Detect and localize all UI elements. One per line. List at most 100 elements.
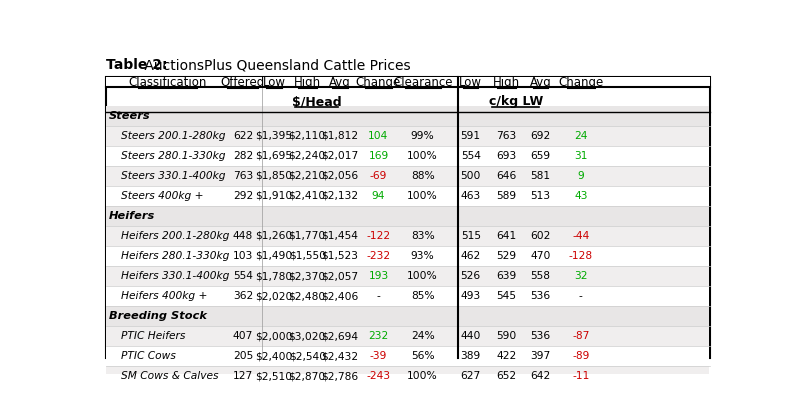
Text: 292: 292: [232, 191, 253, 201]
Text: 99%: 99%: [411, 131, 435, 141]
Text: Heifers 200.1-280kg: Heifers 200.1-280kg: [121, 231, 229, 241]
Bar: [107, 106, 709, 126]
Text: 763: 763: [496, 131, 517, 141]
Text: Change: Change: [356, 76, 401, 89]
Bar: [107, 226, 709, 246]
Text: $2,132: $2,132: [322, 191, 358, 201]
Text: $2,510: $2,510: [256, 371, 292, 381]
Text: Breeding Stock: Breeding Stock: [109, 311, 207, 321]
Text: 641: 641: [496, 231, 517, 241]
Text: $2,786: $2,786: [322, 371, 358, 381]
Text: $2,240: $2,240: [289, 151, 326, 161]
Text: 554: 554: [461, 151, 481, 161]
Text: 627: 627: [461, 371, 481, 381]
Text: Offered: Offered: [220, 76, 265, 89]
Text: -89: -89: [572, 351, 590, 361]
Text: 591: 591: [461, 131, 481, 141]
Text: 536: 536: [530, 331, 551, 341]
Text: $/Head: $/Head: [291, 95, 341, 108]
Text: Heifers 400kg +: Heifers 400kg +: [121, 291, 208, 301]
Text: 93%: 93%: [411, 251, 435, 261]
Bar: [107, 346, 709, 366]
Text: 493: 493: [461, 291, 481, 301]
Text: 536: 536: [530, 291, 551, 301]
Text: 500: 500: [461, 171, 481, 181]
Bar: [107, 246, 709, 266]
Text: 32: 32: [574, 271, 587, 281]
Text: 529: 529: [497, 251, 517, 261]
Text: -122: -122: [366, 231, 391, 241]
Text: Steers 330.1-400kg: Steers 330.1-400kg: [121, 171, 226, 181]
Text: $2,056: $2,056: [322, 171, 358, 181]
Text: Heifers: Heifers: [109, 211, 155, 221]
Bar: [106, 77, 710, 87]
Text: 9: 9: [577, 171, 584, 181]
Text: 659: 659: [530, 151, 551, 161]
Text: 100%: 100%: [408, 151, 438, 161]
Text: $2,432: $2,432: [322, 351, 358, 361]
Text: -44: -44: [572, 231, 590, 241]
Text: c/kg LW: c/kg LW: [489, 95, 543, 108]
Text: -39: -39: [370, 351, 387, 361]
Text: Avg: Avg: [529, 76, 552, 89]
Text: 100%: 100%: [408, 371, 438, 381]
Text: 470: 470: [530, 251, 551, 261]
Text: Avg: Avg: [329, 76, 350, 89]
Text: 31: 31: [574, 151, 587, 161]
Text: Steers: Steers: [109, 111, 150, 121]
Text: $2,406: $2,406: [321, 291, 358, 301]
Text: $1,812: $1,812: [322, 131, 358, 141]
Text: $2,017: $2,017: [321, 151, 358, 161]
Text: -: -: [377, 291, 380, 301]
Text: Table 2:: Table 2:: [106, 58, 167, 72]
Text: $3,020: $3,020: [288, 331, 326, 341]
Bar: [107, 326, 709, 346]
Bar: [107, 286, 709, 306]
Text: $1,454: $1,454: [322, 231, 358, 241]
Text: 440: 440: [461, 331, 481, 341]
Text: $1,770: $1,770: [289, 231, 326, 241]
Text: $1,695: $1,695: [256, 151, 292, 161]
Text: $1,395: $1,395: [256, 131, 292, 141]
Text: 589: 589: [497, 191, 517, 201]
Text: 590: 590: [496, 331, 517, 341]
Text: Steers 200.1-280kg: Steers 200.1-280kg: [121, 131, 226, 141]
Text: 205: 205: [232, 351, 253, 361]
Bar: [106, 77, 710, 358]
Text: 602: 602: [530, 231, 551, 241]
Text: $1,260: $1,260: [256, 231, 292, 241]
Text: 622: 622: [232, 131, 253, 141]
Bar: [107, 206, 709, 226]
Text: $2,057: $2,057: [322, 271, 358, 281]
Text: $2,410: $2,410: [289, 191, 326, 201]
Text: 282: 282: [232, 151, 253, 161]
Text: 100%: 100%: [408, 271, 438, 281]
Text: 43: 43: [574, 191, 587, 201]
Bar: [107, 306, 709, 326]
Text: 100%: 100%: [408, 191, 438, 201]
Text: 104: 104: [369, 131, 388, 141]
Text: $2,000: $2,000: [256, 331, 293, 341]
Text: $2,694: $2,694: [322, 331, 358, 341]
Text: 692: 692: [530, 131, 551, 141]
Text: $2,210: $2,210: [289, 171, 326, 181]
Text: 397: 397: [530, 351, 551, 361]
Text: 407: 407: [232, 331, 253, 341]
Text: 94: 94: [372, 191, 385, 201]
Text: $2,870: $2,870: [289, 371, 326, 381]
Text: 515: 515: [461, 231, 481, 241]
Text: Heifers 330.1-400kg: Heifers 330.1-400kg: [121, 271, 229, 281]
Text: $1,550: $1,550: [289, 251, 326, 261]
Text: 526: 526: [461, 271, 481, 281]
Text: 545: 545: [497, 291, 517, 301]
Bar: [107, 126, 709, 146]
Text: 103: 103: [232, 251, 253, 261]
Text: -69: -69: [370, 171, 387, 181]
Text: 85%: 85%: [411, 291, 435, 301]
Text: 422: 422: [496, 351, 517, 361]
Text: Clearance: Clearance: [393, 76, 452, 89]
Bar: [107, 166, 709, 186]
Text: Low: Low: [263, 76, 286, 89]
Text: $1,910: $1,910: [256, 191, 292, 201]
Text: 127: 127: [232, 371, 253, 381]
